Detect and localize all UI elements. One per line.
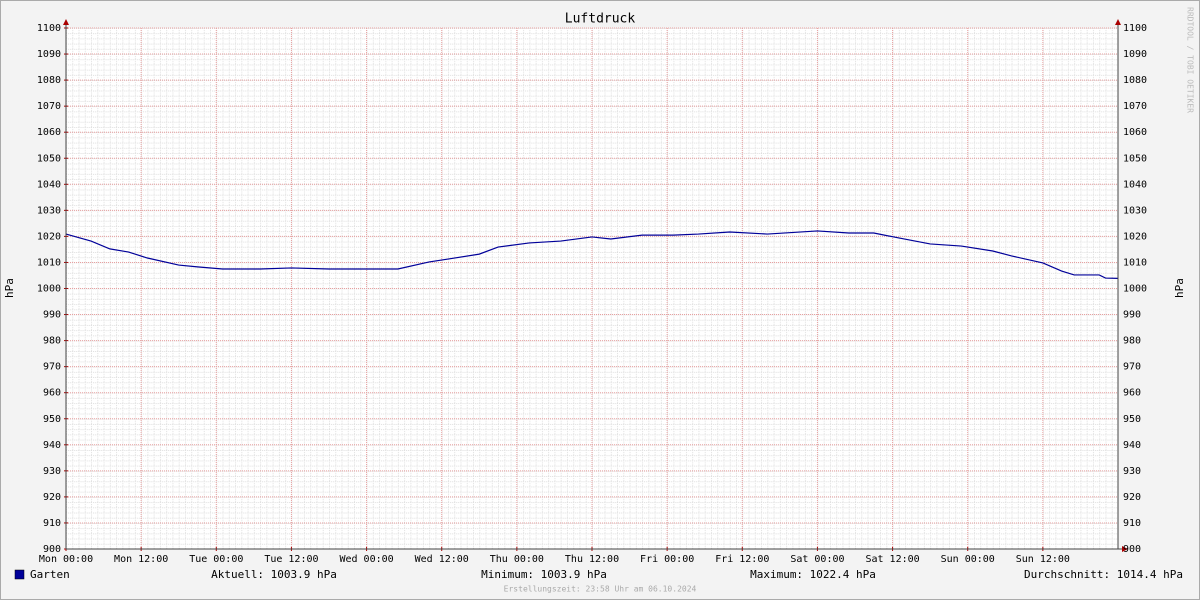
- y2-tick-label: 940: [1123, 440, 1141, 451]
- y2-tick-label: 1000: [1123, 284, 1147, 295]
- y-tick-label: 900: [43, 544, 61, 555]
- y2-tick-label: 1060: [1123, 127, 1147, 138]
- y2-tick-label: 920: [1123, 492, 1141, 503]
- x-tick-label: Sat 12:00: [865, 554, 919, 565]
- y-tick-label: 1060: [37, 127, 61, 138]
- watermark: RRDTOOL / TOBI OETIKER: [1186, 7, 1195, 113]
- x-tick-label: Fri 12:00: [715, 554, 769, 565]
- y-tick-label: 950: [43, 414, 61, 425]
- y-tick-label: 1050: [37, 153, 61, 164]
- y-tick-label: 970: [43, 362, 61, 373]
- y-tick-label: 1080: [37, 75, 61, 86]
- y2-tick-label: 1030: [1123, 205, 1147, 216]
- x-tick-label: Sun 12:00: [1016, 554, 1070, 565]
- x-tick-label: Sat 00:00: [790, 554, 844, 565]
- x-tick-label: Tue 12:00: [264, 554, 318, 565]
- y2-tick-label: 1070: [1123, 101, 1147, 112]
- x-tick-label: Thu 12:00: [565, 554, 619, 565]
- y2-tick-label: 1050: [1123, 153, 1147, 164]
- legend-stat: Minimum: 1003.9 hPa: [481, 568, 607, 581]
- y2-tick-label: 1090: [1123, 49, 1147, 60]
- y2-tick-label: 1040: [1123, 179, 1147, 190]
- chart-title: Luftdruck: [565, 12, 636, 27]
- y2-tick-label: 910: [1123, 518, 1141, 529]
- y-tick-label: 1030: [37, 205, 61, 216]
- y-tick-label: 940: [43, 440, 61, 451]
- y-tick-label: 1090: [37, 49, 61, 60]
- x-tick-label: Mon 12:00: [114, 554, 168, 565]
- x-tick-label: Sun 00:00: [941, 554, 995, 565]
- y2-tick-label: 960: [1123, 388, 1141, 399]
- x-tick-label: Tue 00:00: [189, 554, 243, 565]
- y-tick-label: 960: [43, 388, 61, 399]
- y-tick-label: 1000: [37, 284, 61, 295]
- y2-tick-label: 1080: [1123, 75, 1147, 86]
- x-tick-label: Fri 00:00: [640, 554, 694, 565]
- y2-tick-label: 900: [1123, 544, 1141, 555]
- y2-tick-label: 980: [1123, 336, 1141, 347]
- y2-tick-label: 950: [1123, 414, 1141, 425]
- legend-stat: Maximum: 1022.4 hPa: [750, 568, 876, 581]
- x-tick-label: Wed 00:00: [339, 554, 393, 565]
- y2-axis-label: hPa: [1173, 278, 1186, 298]
- y-tick-label: 990: [43, 310, 61, 321]
- y-tick-label: 1100: [37, 23, 61, 34]
- y2-tick-label: 1020: [1123, 231, 1147, 242]
- marks: [65, 230, 1119, 279]
- x-tick-label: Wed 12:00: [415, 554, 469, 565]
- y-tick-label: 920: [43, 492, 61, 503]
- data-line: [65, 230, 1119, 279]
- legend-swatch: [14, 569, 25, 580]
- y2-tick-label: 930: [1123, 466, 1141, 477]
- x-tick-label: Mon 00:00: [39, 554, 93, 565]
- y2-tick-label: 1100: [1123, 23, 1147, 34]
- legend-stat: Aktuell: 1003.9 hPa: [211, 568, 337, 581]
- y-tick-label: 910: [43, 518, 61, 529]
- y2-tick-label: 970: [1123, 362, 1141, 373]
- y-tick-label: 1010: [37, 257, 61, 268]
- y-tick-label: 1040: [37, 179, 61, 190]
- y-axis-label: hPa: [3, 278, 16, 298]
- y-tick-label: 980: [43, 336, 61, 347]
- legend-stat: Durchschnitt: 1014.4 hPa: [1024, 568, 1183, 581]
- y-tick-label: 1020: [37, 231, 61, 242]
- y-tick-label: 1070: [37, 101, 61, 112]
- y2-tick-label: 990: [1123, 310, 1141, 321]
- legend-label: Garten: [30, 568, 70, 581]
- y2-tick-label: 1010: [1123, 257, 1147, 268]
- legend: Garten Aktuell: 1003.9 hPa Minimum: 1003.9…: [14, 568, 1183, 581]
- y-tick-label: 930: [43, 466, 61, 477]
- footer: Erstellungszeit: 23:58 Uhr am 06.10.2024: [504, 585, 697, 594]
- x-tick-label: Thu 00:00: [490, 554, 544, 565]
